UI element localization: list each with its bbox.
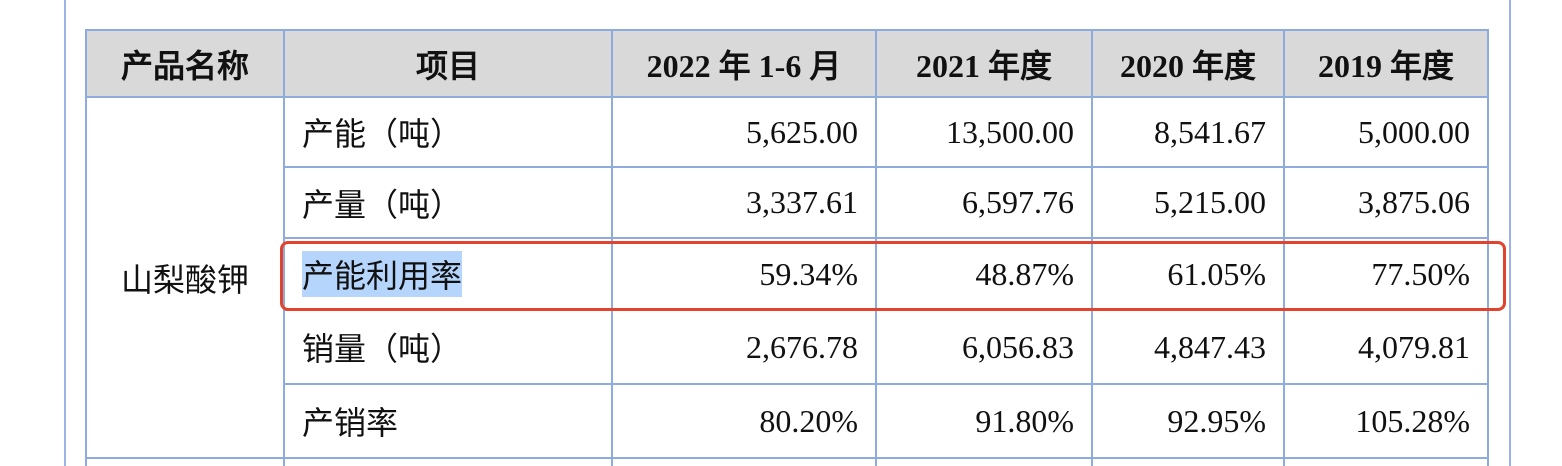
header-cell: 2020 年度 xyxy=(1119,47,1256,84)
cell-text: 77.50% xyxy=(1371,255,1470,292)
value-cell: 8,541.67 xyxy=(1092,97,1284,167)
cell-text: 产销率 xyxy=(302,405,399,441)
item-cell: 产能利用率 xyxy=(284,238,612,310)
cell-text: 3,337.61 xyxy=(746,184,858,220)
cell-text: 61.05% xyxy=(1167,255,1266,292)
value-cell: 4,847.43 xyxy=(1092,310,1284,384)
cell-text: 销量（吨） xyxy=(302,331,463,367)
cell-text: 59.34% xyxy=(759,255,858,292)
value-cell: 4,079.81 xyxy=(1284,310,1488,384)
grid-line xyxy=(85,96,1489,98)
cell-text: 13,500.00 xyxy=(946,113,1074,150)
grid-line xyxy=(875,30,877,466)
value-cell: 6,056.83 xyxy=(876,310,1092,384)
grid-line xyxy=(1283,30,1285,466)
value-cell: 80.20% xyxy=(612,384,876,458)
value-cell: 6,597.76 xyxy=(876,167,1092,238)
header-background xyxy=(86,30,1488,97)
page-border xyxy=(64,0,66,466)
grid-line xyxy=(85,29,1489,31)
value-cell: 105.28% xyxy=(1284,384,1488,458)
highlight-box xyxy=(280,241,1506,311)
grid-line xyxy=(85,457,1489,459)
value-cell: 2,676.78 xyxy=(612,310,876,384)
grid-line xyxy=(283,237,1489,239)
cell-text: 5,625.00 xyxy=(746,113,858,150)
cell-text: 8,541.67 xyxy=(1154,113,1266,150)
cell-text: 48.87% xyxy=(975,255,1074,292)
cell-text: 105.28% xyxy=(1355,402,1470,439)
cell-text: 91.80% xyxy=(975,402,1074,439)
grid-line xyxy=(283,383,1489,385)
grid-line xyxy=(85,30,87,466)
cell-text: 5,000.00 xyxy=(1358,113,1470,150)
item-cell: 产能（吨） xyxy=(284,97,612,167)
cell-text: 4,847.43 xyxy=(1154,328,1266,365)
header-cell: 产品名称 xyxy=(120,47,249,84)
header-cell: 项目 xyxy=(415,47,480,84)
cell-text: 6,597.76 xyxy=(962,184,1074,220)
value-cell: 13,500.00 xyxy=(876,97,1092,167)
cell-text: 6,056.83 xyxy=(962,328,1074,365)
cell-text: 产量（吨） xyxy=(302,186,463,223)
value-cell: 77.50% xyxy=(1284,238,1488,310)
value-cell: 5,625.00 xyxy=(612,97,876,167)
product-name: 山梨酸钾 xyxy=(120,261,249,298)
cell-text: 3,875.06 xyxy=(1358,184,1470,220)
cell-text: 产能利用率 xyxy=(302,251,463,297)
cell-text: 5,215.00 xyxy=(1154,184,1266,220)
cell-text: 80.20% xyxy=(759,402,858,439)
grid-line xyxy=(1091,30,1093,466)
item-cell: 产销率 xyxy=(284,384,612,458)
cell-text: 92.95% xyxy=(1167,402,1266,439)
value-cell: 91.80% xyxy=(876,384,1092,458)
value-cell: 59.34% xyxy=(612,238,876,310)
value-cell: 61.05% xyxy=(1092,238,1284,310)
cell-text: 2,676.78 xyxy=(746,328,858,365)
header-cell: 2021 年度 xyxy=(915,47,1052,84)
value-cell: 92.95% xyxy=(1092,384,1284,458)
cell-text: 4,079.81 xyxy=(1358,328,1470,365)
header-cell: 2022 年 1-6 月 xyxy=(646,47,842,84)
value-cell: 3,337.61 xyxy=(612,167,876,238)
grid-line xyxy=(283,166,1489,168)
value-cell: 48.87% xyxy=(876,238,1092,310)
header-cell: 2019 年度 xyxy=(1317,47,1454,84)
grid-line xyxy=(1487,30,1489,466)
grid-line xyxy=(611,30,613,466)
value-cell: 3,875.06 xyxy=(1284,167,1488,238)
page-border xyxy=(1509,0,1511,466)
item-cell: 产量（吨） xyxy=(284,167,612,238)
item-cell: 销量（吨） xyxy=(284,310,612,384)
value-cell: 5,000.00 xyxy=(1284,97,1488,167)
value-cell: 5,215.00 xyxy=(1092,167,1284,238)
cell-text: 产能（吨） xyxy=(302,116,463,152)
